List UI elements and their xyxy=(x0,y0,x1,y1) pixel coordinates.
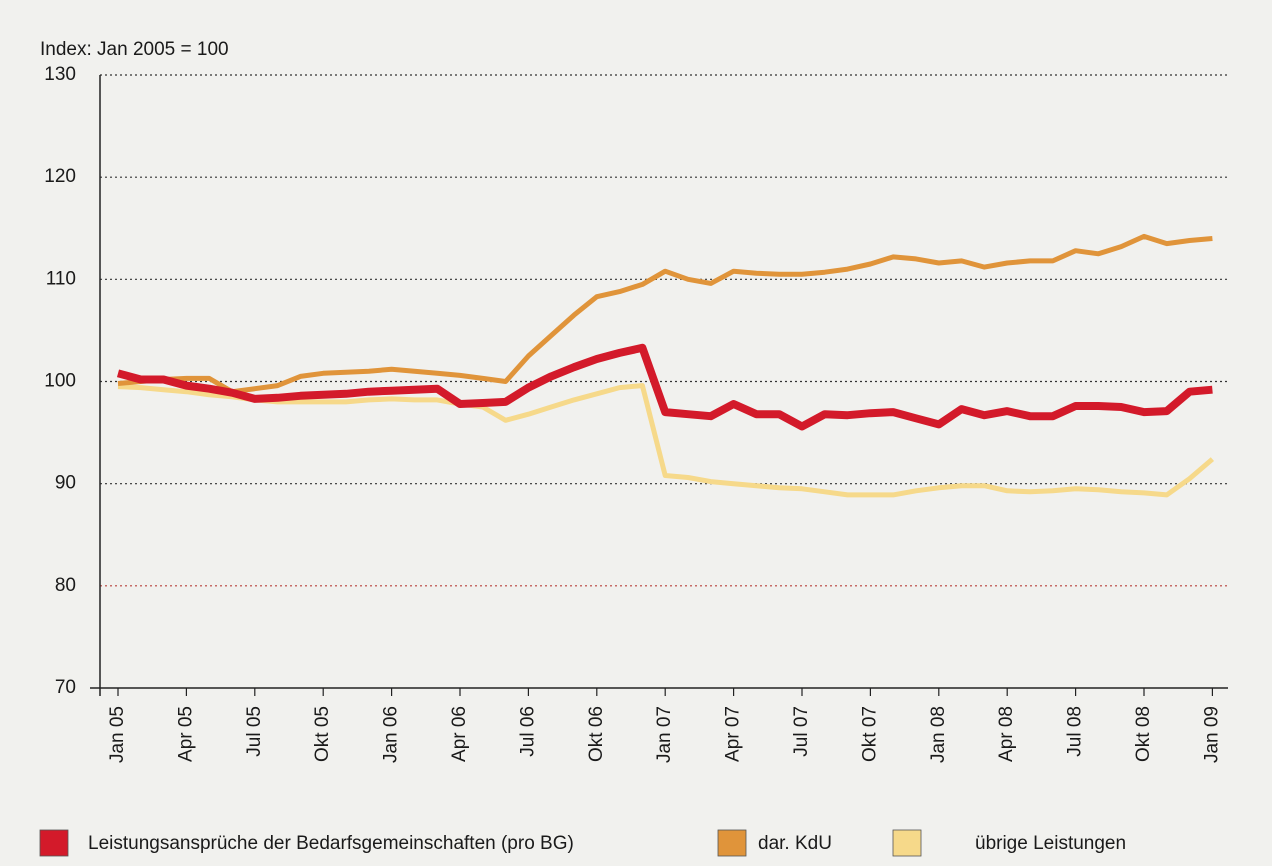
x-tick-label: Okt 08 xyxy=(1133,706,1154,762)
y-tick-label: 100 xyxy=(44,371,76,392)
x-tick-label: Jul 06 xyxy=(517,706,538,757)
y-tick-label: 90 xyxy=(55,473,76,494)
y-tick-label: 110 xyxy=(46,268,76,289)
x-tick-label: Apr 07 xyxy=(723,706,744,762)
x-tick-label: Okt 07 xyxy=(859,706,880,762)
line-series xyxy=(117,233,1213,395)
legend-swatch xyxy=(892,829,922,857)
legend-swatch xyxy=(717,829,747,857)
y-tick-label: 80 xyxy=(55,575,76,596)
legend-label: dar. KdU xyxy=(758,833,832,854)
x-tick-label: Okt 05 xyxy=(312,706,333,762)
x-tick-label: Jan 08 xyxy=(928,706,949,763)
legend-label: übrige Leistungen xyxy=(975,833,1126,854)
y-tick-label: 70 xyxy=(55,677,76,698)
x-tick-label: Jul 08 xyxy=(1065,706,1086,757)
legend-swatch xyxy=(39,829,69,857)
legend-label: Leistungsansprüche der Bedarfsgemeinscha… xyxy=(88,833,574,854)
x-tick-label: Jul 07 xyxy=(791,706,812,757)
y-axis-label: Index: Jan 2005 = 100 xyxy=(40,39,229,60)
x-tick-label: Apr 08 xyxy=(996,706,1017,762)
x-tick-label: Jul 05 xyxy=(244,706,265,757)
line-series xyxy=(116,343,1213,431)
line-series xyxy=(117,383,1215,498)
x-tick-label: Apr 06 xyxy=(449,706,470,762)
x-tick-label: Okt 06 xyxy=(586,706,607,762)
y-tick-label: 130 xyxy=(44,64,76,85)
x-tick-label: Jan 06 xyxy=(381,706,402,763)
x-tick-label: Apr 05 xyxy=(175,706,196,762)
x-tick-label: Jan 05 xyxy=(107,706,128,763)
x-tick-label: Jan 07 xyxy=(654,706,675,763)
x-tick-label: Jan 09 xyxy=(1201,706,1222,763)
y-tick-label: 120 xyxy=(44,166,76,187)
